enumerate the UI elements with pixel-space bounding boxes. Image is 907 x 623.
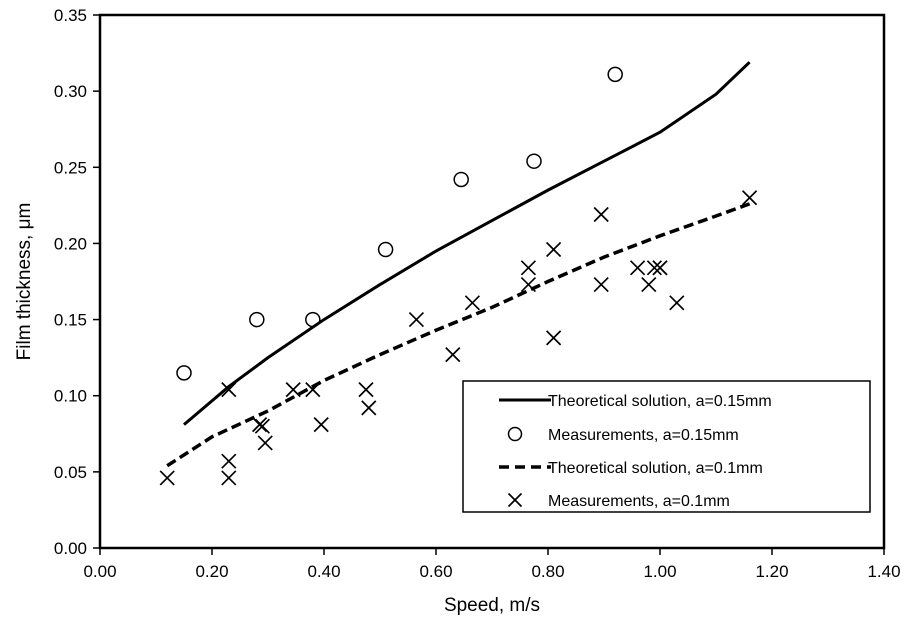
y-tick-label: 0.05 bbox=[54, 463, 87, 482]
theory-line-a010 bbox=[166, 202, 751, 468]
x-tick-label: 1.00 bbox=[643, 562, 676, 581]
data-point-x bbox=[641, 276, 657, 293]
legend-box bbox=[462, 380, 871, 513]
data-point-x bbox=[361, 400, 377, 416]
data-point-x bbox=[629, 260, 646, 276]
data-point-x bbox=[305, 382, 321, 398]
data-point-x bbox=[741, 190, 758, 206]
legend-entry-label: Theoretical solution, a=0.15mm bbox=[548, 393, 772, 410]
legend: Theoretical solution, a=0.15mm Measuremen… bbox=[462, 380, 871, 513]
y-tick-label: 0.00 bbox=[54, 539, 87, 558]
data-point-x bbox=[221, 453, 237, 469]
data-point-x bbox=[545, 241, 562, 258]
x-tick-label: 0.40 bbox=[307, 562, 340, 581]
legend-circle-symbol bbox=[507, 426, 523, 442]
data-point-x bbox=[520, 276, 537, 293]
data-point-x bbox=[408, 311, 425, 328]
data-point-x bbox=[251, 417, 268, 433]
y-tick-label: 0.30 bbox=[54, 82, 87, 101]
plot-area-frame bbox=[98, 13, 886, 550]
data-point-x bbox=[159, 470, 175, 486]
data-point-x bbox=[669, 295, 685, 311]
data-point-x bbox=[313, 417, 329, 433]
y-tick-label: 0.35 bbox=[54, 6, 87, 25]
x-tick-label: 1.20 bbox=[755, 562, 788, 581]
data-point-x bbox=[652, 260, 668, 276]
data-point-circle bbox=[607, 66, 623, 83]
data-point-x bbox=[285, 382, 301, 398]
y-tick-label: 0.20 bbox=[54, 234, 87, 253]
data-point-circle bbox=[377, 241, 394, 258]
data-point-x bbox=[445, 346, 461, 363]
y-tick-label: 0.15 bbox=[54, 311, 87, 330]
data-point-x bbox=[545, 330, 562, 346]
plot-marks bbox=[159, 61, 758, 486]
legend-entry-label: Measurements, a=0.15mm bbox=[548, 427, 739, 444]
axes-group: 0.00 0.20 0.40 0.60 0.80 1.00 1.20 1.40 0.00 0.05… bbox=[54, 6, 901, 581]
y-tick-label: 0.10 bbox=[54, 387, 87, 406]
data-point-x bbox=[221, 382, 237, 398]
data-point-x bbox=[646, 260, 663, 276]
data-point-circle bbox=[176, 365, 192, 381]
y-tick-label: 0.25 bbox=[54, 158, 87, 177]
data-point-x bbox=[520, 260, 537, 276]
data-point-x bbox=[254, 418, 271, 434]
x-tick-label: 0.20 bbox=[195, 562, 228, 581]
x-tick-label: 1.40 bbox=[867, 562, 900, 581]
legend-x-symbol bbox=[507, 492, 523, 508]
data-point-circle bbox=[453, 171, 469, 188]
x-tick-label: 0.60 bbox=[419, 562, 452, 581]
data-point-circle bbox=[526, 153, 542, 169]
data-point-x bbox=[593, 276, 609, 293]
data-point-circle bbox=[249, 311, 265, 328]
data-point-x bbox=[464, 295, 481, 311]
data-point-circle bbox=[305, 311, 321, 328]
x-tick-label: 0.80 bbox=[531, 562, 564, 581]
legend-entry-label: Measurements, a=0.1mm bbox=[548, 493, 730, 510]
theory-line-a015 bbox=[183, 61, 751, 426]
data-point-x bbox=[358, 382, 374, 398]
data-point-x bbox=[257, 435, 273, 451]
legend-entry-label: Theoretical solution, a=0.1mm bbox=[548, 460, 763, 477]
y-axis-label: Film thickness, μm bbox=[14, 203, 35, 361]
x-tick-label: 0.00 bbox=[83, 562, 116, 581]
data-point-x bbox=[593, 206, 609, 223]
x-axis-label: Speed, m/s bbox=[444, 595, 540, 616]
data-point-x bbox=[221, 470, 237, 486]
